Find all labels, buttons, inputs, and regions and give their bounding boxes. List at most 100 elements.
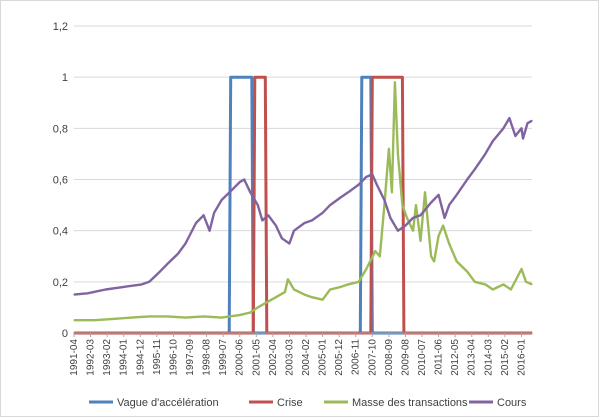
data-point bbox=[502, 127, 504, 129]
data-point bbox=[379, 255, 381, 257]
data-point bbox=[322, 299, 324, 301]
data-point bbox=[231, 189, 233, 191]
data-point bbox=[184, 242, 187, 245]
data-point bbox=[257, 306, 259, 308]
data-point bbox=[239, 314, 241, 316]
x-tick-label: 2003-03 bbox=[284, 339, 295, 376]
y-tick-label: 0,2 bbox=[53, 277, 68, 289]
x-tick-label: 2004-02 bbox=[301, 339, 312, 376]
data-point bbox=[73, 294, 75, 296]
data-point bbox=[87, 292, 89, 294]
data-point bbox=[281, 237, 283, 239]
y-tick-label: 0,4 bbox=[53, 226, 68, 238]
data-point bbox=[394, 81, 396, 83]
y-tick-label: 1,2 bbox=[53, 21, 68, 33]
data-point bbox=[73, 319, 75, 321]
series-group bbox=[73, 75, 533, 335]
y-tick-label: 1 bbox=[62, 72, 68, 84]
data-point bbox=[195, 222, 197, 224]
x-axis-tick-labels: 1991-04 1992-03 1993-02 1994-01 1994-12 1995-… bbox=[69, 339, 527, 376]
data-point bbox=[329, 288, 331, 291]
data-point bbox=[433, 260, 435, 262]
data-point bbox=[466, 178, 468, 181]
data-point bbox=[401, 76, 403, 78]
data-point bbox=[230, 76, 232, 78]
data-point bbox=[383, 199, 385, 201]
y-tick-label: 0,8 bbox=[53, 123, 68, 135]
x-tick-label: 2002-04 bbox=[268, 339, 279, 376]
x-tick-label: 1996-10 bbox=[168, 339, 179, 376]
data-point bbox=[148, 315, 150, 317]
x-tick-label: 1994-12 bbox=[135, 339, 146, 376]
data-point bbox=[456, 194, 458, 196]
data-point bbox=[514, 135, 517, 137]
x-tick-label: 2005-01 bbox=[318, 339, 329, 376]
data-point bbox=[148, 281, 150, 283]
x-tick-label: 2012-05 bbox=[450, 339, 461, 376]
data-point bbox=[94, 319, 96, 321]
data-point bbox=[184, 317, 187, 319]
axes bbox=[73, 332, 532, 337]
data-point bbox=[347, 283, 349, 285]
x-tick-label: 2011-06 bbox=[434, 339, 445, 375]
x-tick-label: 1998-08 bbox=[202, 339, 213, 376]
data-point bbox=[159, 271, 161, 273]
y-tick-label: 0,6 bbox=[53, 175, 68, 187]
data-point bbox=[438, 194, 440, 196]
data-point bbox=[177, 253, 179, 255]
legend-label: Masse des transactions bbox=[352, 397, 468, 409]
x-tick-label: 2014-03 bbox=[483, 339, 494, 376]
y-axis-tick-labels: 0 0,2 0,4 0,6 0,8 1 1,2 bbox=[53, 21, 68, 340]
data-point bbox=[383, 204, 385, 206]
data-point bbox=[415, 204, 417, 206]
data-point bbox=[221, 199, 223, 201]
data-point bbox=[361, 76, 363, 78]
x-tick-label: 2007-10 bbox=[367, 339, 378, 376]
data-point bbox=[221, 317, 223, 319]
data-point bbox=[389, 217, 391, 219]
data-point bbox=[347, 191, 349, 193]
x-tick-label: 2005-12 bbox=[334, 339, 345, 376]
data-point bbox=[293, 230, 295, 232]
series-line-4 bbox=[73, 116, 533, 296]
data-point bbox=[329, 204, 331, 206]
x-tick-label: 2010-07 bbox=[417, 339, 428, 376]
data-point bbox=[112, 318, 114, 320]
data-point bbox=[374, 250, 376, 252]
data-point bbox=[130, 317, 132, 319]
x-tick-label: 2008-09 bbox=[384, 339, 395, 376]
data-point bbox=[531, 120, 533, 122]
x-tick-label: 2013-04 bbox=[467, 339, 478, 376]
data-point bbox=[311, 296, 313, 298]
data-point bbox=[123, 286, 125, 288]
legend-label: Vague d'accélération bbox=[117, 397, 219, 409]
legend-label: Crise bbox=[277, 397, 303, 409]
gridlines bbox=[74, 25, 532, 283]
data-point bbox=[419, 214, 422, 216]
data-point bbox=[404, 225, 406, 227]
data-point bbox=[474, 281, 476, 283]
x-tick-label: 1999-07 bbox=[218, 339, 229, 376]
data-point bbox=[484, 283, 486, 285]
data-point bbox=[203, 315, 205, 317]
data-point bbox=[264, 76, 266, 78]
data-point bbox=[371, 76, 373, 78]
data-point bbox=[430, 201, 432, 204]
data-point bbox=[406, 217, 408, 219]
data-point bbox=[448, 204, 450, 206]
data-point bbox=[371, 173, 373, 175]
x-tick-label: 2016-01 bbox=[516, 339, 527, 376]
data-point bbox=[531, 283, 533, 285]
x-tick-label: 1991-04 bbox=[69, 339, 80, 376]
data-point bbox=[288, 242, 290, 245]
x-tick-label: 2006-11 bbox=[351, 339, 362, 375]
data-point bbox=[166, 315, 168, 317]
data-point bbox=[484, 153, 486, 155]
x-tick-label: 2015-02 bbox=[500, 339, 511, 376]
x-tick-label: 1995-11 bbox=[152, 339, 163, 375]
data-point bbox=[303, 294, 306, 296]
data-point bbox=[358, 281, 360, 283]
data-point bbox=[401, 204, 403, 206]
